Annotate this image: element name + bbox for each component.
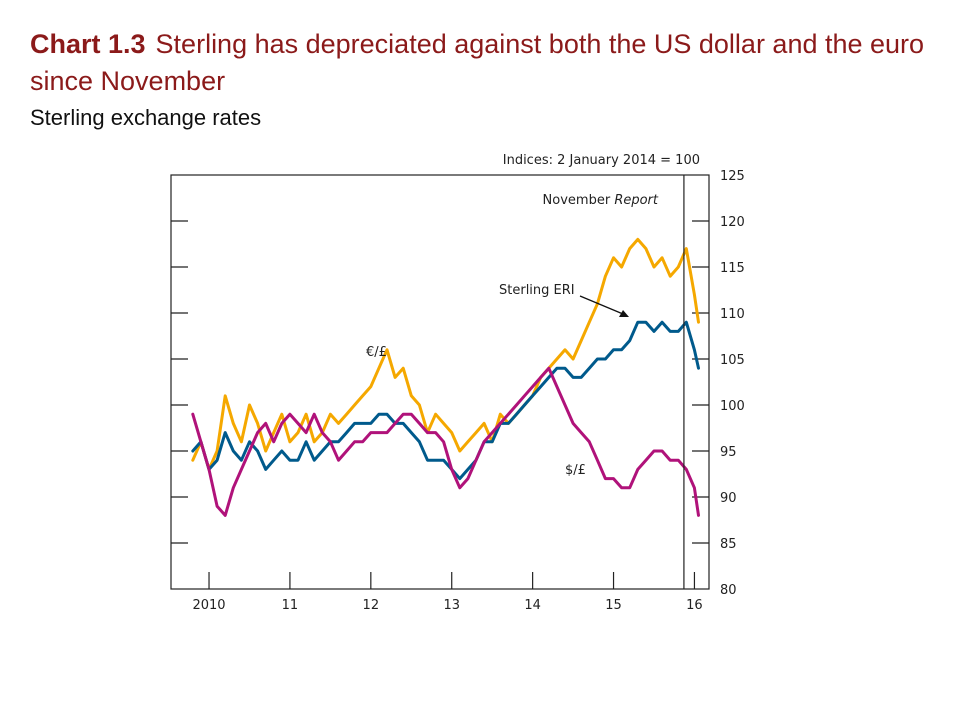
chart-title-text: Sterling has depreciated against both th… bbox=[30, 29, 925, 96]
x-tick-label: 2010 bbox=[192, 598, 225, 613]
y-tick-label: 120 bbox=[720, 215, 745, 230]
chart-number: Chart 1.3 bbox=[30, 29, 146, 59]
x-tick-label: 15 bbox=[605, 598, 622, 613]
y-tick-label: 100 bbox=[720, 399, 745, 414]
november-report-label-italic: Report bbox=[614, 193, 659, 208]
dollar-annotation: $/£ bbox=[565, 463, 586, 478]
series-line-dollar bbox=[191, 366, 700, 517]
x-tick-label: 16 bbox=[686, 598, 703, 613]
y-tick-label: 110 bbox=[720, 307, 745, 322]
y-tick-label: 115 bbox=[720, 261, 745, 276]
units-label: Indices: 2 January 2014 = 100 bbox=[503, 153, 700, 168]
series-line-eri bbox=[191, 320, 700, 481]
eri-annotation-arrow bbox=[579, 295, 624, 315]
series-line-euro bbox=[191, 237, 700, 471]
y-tick-label: 85 bbox=[720, 537, 737, 552]
chart-subtitle: Sterling exchange rates bbox=[30, 105, 262, 130]
chart-title: Chart 1.3 Sterling has depreciated agains… bbox=[30, 26, 930, 100]
eri-annotation-arrowhead bbox=[619, 310, 629, 317]
y-tick-label: 80 bbox=[720, 583, 737, 598]
x-tick-label: 11 bbox=[282, 598, 299, 613]
november-report-label-prefix: November bbox=[543, 193, 611, 208]
plot-frame bbox=[170, 174, 710, 590]
y-tick-label: 95 bbox=[720, 445, 737, 460]
eri-annotation: Sterling ERI bbox=[499, 283, 575, 298]
euro-annotation: €/£ bbox=[366, 345, 387, 360]
y-tick-label: 125 bbox=[720, 169, 745, 184]
x-tick-label: 14 bbox=[524, 598, 541, 613]
y-tick-label: 90 bbox=[720, 491, 737, 506]
x-tick-label: 13 bbox=[443, 598, 460, 613]
november-report-label: November Report bbox=[543, 193, 659, 208]
y-tick-label: 105 bbox=[720, 353, 745, 368]
x-tick-label: 12 bbox=[363, 598, 380, 613]
